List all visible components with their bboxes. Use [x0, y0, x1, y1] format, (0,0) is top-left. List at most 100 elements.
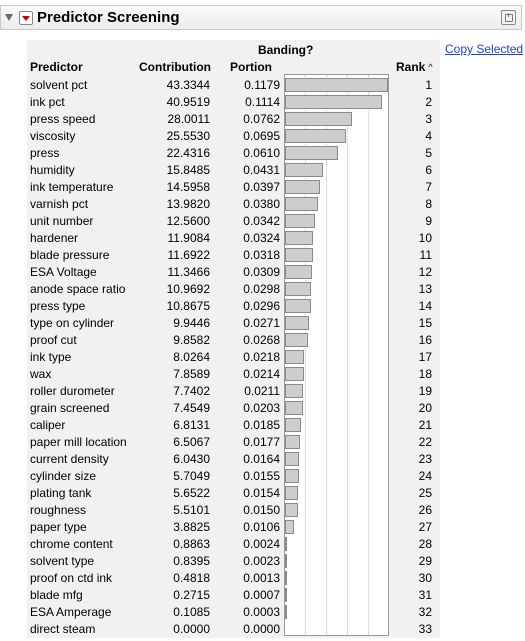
table-row[interactable]: unit number 12.5600 0.0342 9	[0, 212, 525, 229]
column-header-portion[interactable]: Portion	[230, 60, 272, 74]
predictor-name: type on cylinder	[30, 316, 115, 330]
red-triangle-menu-icon[interactable]	[19, 11, 33, 25]
table-row[interactable]: varnish pct 13.9820 0.0380 8	[0, 195, 525, 212]
portion-value: 0.0218	[243, 350, 280, 364]
portion-bar	[285, 231, 314, 245]
portion-value: 0.0431	[243, 163, 280, 177]
table-row[interactable]: paper type 3.8825 0.0106 27	[0, 518, 525, 535]
table-row[interactable]: proof on ctd ink 0.4818 0.0013 30	[0, 569, 525, 586]
rank-value: 32	[418, 605, 432, 619]
portion-value: 0.0211	[244, 384, 280, 398]
rank-value: 25	[418, 486, 432, 500]
table-row[interactable]: press speed 28.0011 0.0762 3	[0, 110, 525, 127]
portion-bar	[285, 367, 304, 381]
table-row[interactable]: roughness 5.5101 0.0150 26	[0, 501, 525, 518]
table-row[interactable]: caliper 6.8131 0.0185 21	[0, 416, 525, 433]
predictor-name: ESA Voltage	[30, 265, 97, 279]
table-row[interactable]: cylinder size 5.7049 0.0155 24	[0, 467, 525, 484]
table-row[interactable]: blade pressure 11.6922 0.0318 11	[0, 246, 525, 263]
contribution-value: 0.0000	[173, 622, 210, 636]
table-row[interactable]: press type 10.8675 0.0296 14	[0, 297, 525, 314]
rank-value: 8	[425, 197, 432, 211]
table-row[interactable]: chrome content 0.8863 0.0024 28	[0, 535, 525, 552]
portion-bar	[285, 452, 300, 466]
table-row[interactable]: humidity 15.8485 0.0431 6	[0, 161, 525, 178]
table-row[interactable]: ink temperature 14.5958 0.0397 7	[0, 178, 525, 195]
predictor-name: ink temperature	[30, 180, 114, 194]
portion-value: 0.0000	[243, 622, 280, 636]
portion-bar	[285, 435, 301, 449]
predictor-name: ESA Amperage	[30, 605, 112, 619]
rank-value: 26	[418, 503, 432, 517]
table-row[interactable]: paper mill location 6.5067 0.0177 22	[0, 433, 525, 450]
contribution-value: 6.0430	[173, 452, 210, 466]
contribution-value: 14.5958	[166, 180, 210, 194]
table-row[interactable]: press 22.4316 0.0610 5	[0, 144, 525, 161]
contribution-value: 6.8131	[173, 418, 210, 432]
portion-bar	[285, 95, 383, 109]
rank-value: 1	[425, 78, 432, 92]
table-row[interactable]: ESA Amperage 0.1085 0.0003 32	[0, 603, 525, 620]
column-header-rank[interactable]: Rank ^	[396, 60, 433, 74]
table-row[interactable]: solvent pct 43.3344 0.1179 1	[0, 76, 525, 93]
predictor-name: paper mill location	[30, 435, 127, 449]
portion-bar	[285, 588, 287, 602]
gridline	[326, 75, 327, 635]
portion-value: 0.0155	[243, 469, 280, 483]
contribution-value: 0.2715	[173, 588, 210, 602]
table-row[interactable]: ink pct 40.9519 0.1114 2	[0, 93, 525, 110]
table-row[interactable]: grain screened 7.4549 0.0203 20	[0, 399, 525, 416]
predictor-name: caliper	[30, 418, 66, 432]
portion-bar	[285, 605, 287, 619]
contribution-value: 11.3466	[167, 265, 211, 279]
contribution-value: 28.0011	[167, 112, 211, 126]
table-row[interactable]: anode space ratio 10.9692 0.0298 13	[0, 280, 525, 297]
contribution-value: 11.9084	[167, 231, 211, 245]
portion-bar	[285, 520, 295, 534]
portion-value: 0.0296	[243, 299, 280, 313]
contribution-value: 11.6922	[167, 248, 211, 262]
column-header-predictor[interactable]: Predictor	[30, 60, 83, 74]
portion-value: 0.0007	[243, 588, 280, 602]
table-row[interactable]: ESA Voltage 11.3466 0.0309 12	[0, 263, 525, 280]
portion-value: 0.0154	[243, 486, 280, 500]
portion-value: 0.0271	[243, 316, 280, 330]
table-row[interactable]: ink type 8.0264 0.0218 17	[0, 348, 525, 365]
contribution-value: 10.8675	[166, 299, 210, 313]
table-row[interactable]: direct steam 0.0000 0.0000 33	[0, 620, 525, 637]
table-row[interactable]: viscosity 25.5530 0.0695 4	[0, 127, 525, 144]
table-row[interactable]: proof cut 9.8582 0.0268 16	[0, 331, 525, 348]
portion-value: 0.1114	[245, 95, 280, 109]
copy-selected-link[interactable]: Copy Selected	[445, 42, 524, 56]
panel-options-icon[interactable]	[501, 10, 516, 25]
predictor-name: press speed	[30, 112, 96, 126]
predictor-name: viscosity	[30, 129, 76, 143]
rank-value: 27	[418, 520, 432, 534]
table-row[interactable]: wax 7.8589 0.0214 18	[0, 365, 525, 382]
table-row[interactable]: current density 6.0430 0.0164 23	[0, 450, 525, 467]
table-row[interactable]: blade mfg 0.2715 0.0007 31	[0, 586, 525, 603]
disclosure-triangle-icon[interactable]	[5, 14, 13, 21]
contribution-value: 9.9446	[173, 316, 210, 330]
rank-value: 33	[418, 622, 432, 636]
table-row[interactable]: type on cylinder 9.9446 0.0271 15	[0, 314, 525, 331]
table-row[interactable]: solvent type 0.8395 0.0023 29	[0, 552, 525, 569]
contribution-value: 25.5530	[166, 129, 210, 143]
portion-bar	[285, 78, 388, 92]
predictor-name: press type	[30, 299, 86, 313]
portion-bar	[285, 146, 339, 160]
gridline	[368, 75, 369, 635]
portion-bar	[285, 299, 311, 313]
rank-value: 19	[418, 384, 432, 398]
portion-bar	[285, 384, 304, 398]
group-header-banding: Banding?	[258, 43, 314, 57]
portion-value: 0.1179	[244, 78, 280, 92]
column-header-contribution[interactable]: Contribution	[139, 60, 211, 74]
table-row[interactable]: hardener 11.9084 0.0324 10	[0, 229, 525, 246]
portion-bar	[285, 401, 303, 415]
table-row[interactable]: plating tank 5.6522 0.0154 25	[0, 484, 525, 501]
table-row[interactable]: roller durometer 7.7402 0.0211 19	[0, 382, 525, 399]
contribution-value: 0.8863	[173, 537, 210, 551]
portion-bar	[285, 282, 312, 296]
predictor-name: ink pct	[30, 95, 65, 109]
